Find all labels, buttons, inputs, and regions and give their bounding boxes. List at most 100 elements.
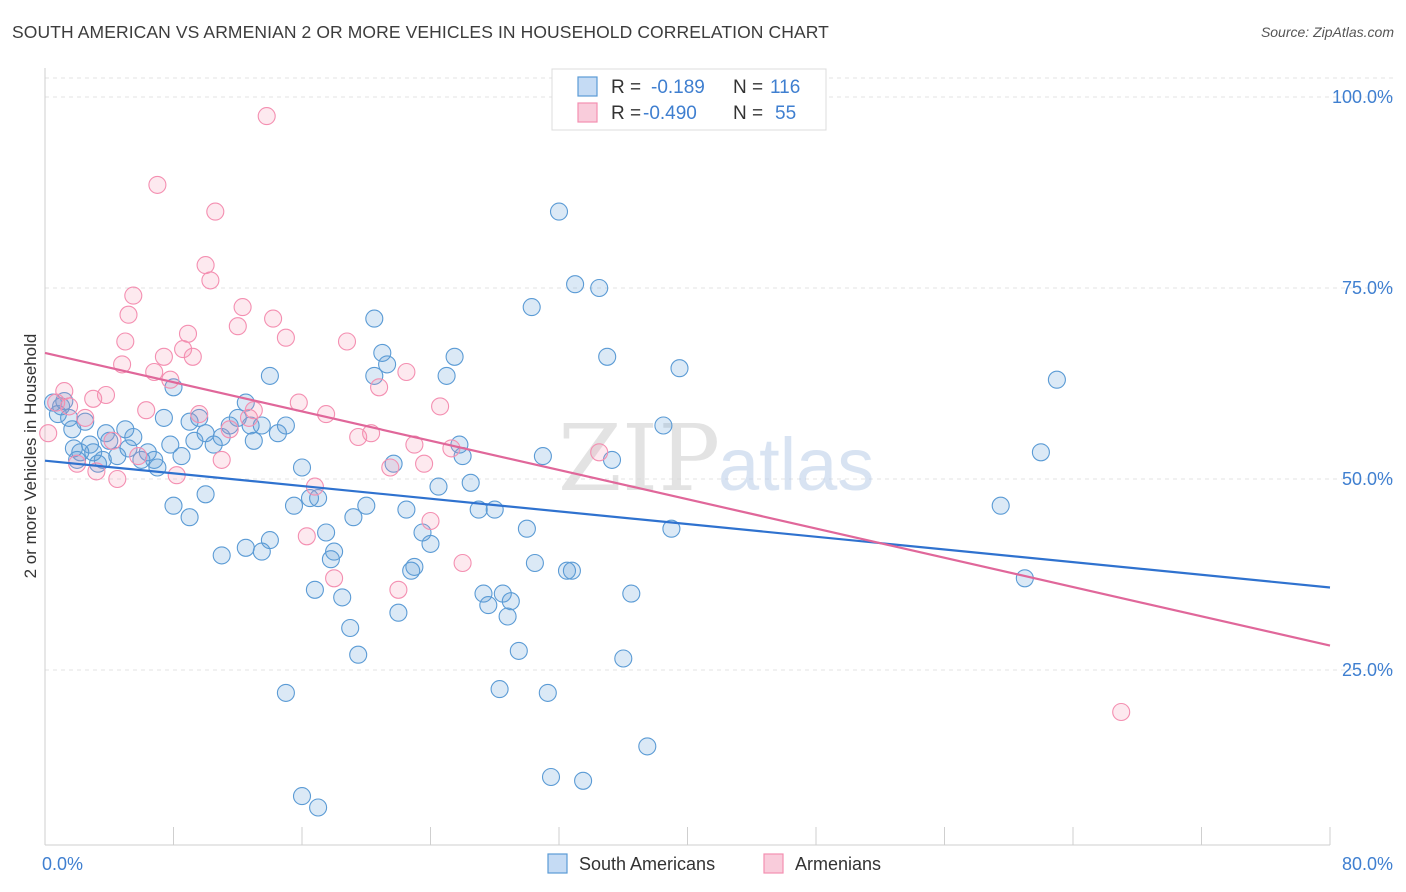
south-american-point-52 — [341, 618, 360, 638]
armenian-point-42 — [325, 569, 344, 588]
legend-n-label-1: N = — [733, 77, 763, 98]
south-american-point-91 — [574, 771, 593, 790]
series-south-americans — [43, 202, 1066, 817]
south-american-point-43 — [284, 496, 304, 515]
south-american-point-76 — [490, 680, 509, 699]
south-american-point-68 — [445, 347, 464, 366]
armenian-point-24 — [183, 347, 202, 366]
south-american-point-93 — [598, 347, 617, 366]
south-american-point-107 — [180, 508, 199, 527]
x-tick-label-1: 80.0% — [1342, 854, 1393, 874]
south-american-point-72 — [469, 500, 488, 519]
south-american-point-19 — [124, 427, 143, 447]
armenian-point-56 — [590, 443, 609, 462]
south-american-point-60 — [389, 603, 408, 622]
legend-n-label-2: N = — [733, 103, 763, 124]
south-american-point-9 — [76, 412, 95, 431]
south-american-point-46 — [305, 580, 324, 599]
legend-swatch-south-americans — [577, 76, 598, 97]
armenian-point-12 — [116, 332, 135, 351]
armenian-point-13 — [119, 305, 138, 324]
south-american-point-108 — [212, 546, 231, 565]
south-american-point-109 — [236, 538, 255, 557]
south-american-point-101 — [991, 496, 1010, 515]
south-american-point-11 — [84, 443, 103, 462]
armenian-point-2 — [55, 382, 74, 401]
south-american-point-114 — [292, 787, 312, 806]
trend-line-south-americans — [44, 459, 1331, 589]
armenian-point-18 — [148, 175, 167, 194]
south-american-point-18 — [119, 439, 138, 458]
armenian-point-37 — [276, 328, 295, 347]
armenian-point-0 — [39, 424, 58, 443]
armenian-point-25 — [190, 405, 209, 424]
bottom-legend-label-armenians: Armenians — [795, 854, 881, 874]
armenian-point-16 — [137, 401, 156, 420]
chart-title: SOUTH AMERICAN VS ARMENIAN 2 OR MORE VEH… — [12, 22, 829, 42]
south-american-point-53 — [344, 508, 363, 527]
south-american-point-13 — [93, 450, 112, 469]
armenian-point-51 — [415, 454, 434, 473]
armenian-point-41 — [317, 405, 336, 424]
south-american-point-44 — [292, 458, 312, 477]
armenian-point-43 — [337, 332, 357, 351]
south-american-point-74 — [479, 596, 498, 615]
armenian-point-54 — [442, 439, 461, 458]
armenian-point-5 — [76, 408, 95, 427]
south-american-point-106 — [164, 496, 183, 515]
south-american-point-105 — [196, 485, 215, 504]
south-american-point-82 — [522, 298, 541, 317]
south-american-point-30 — [190, 408, 209, 427]
y-tick-label-1: 75.0% — [1342, 278, 1393, 298]
south-american-point-47 — [309, 489, 328, 508]
south-american-point-57 — [373, 343, 392, 362]
south-american-point-92 — [590, 278, 609, 298]
legend-r-value-2: -0.490 — [643, 103, 697, 124]
south-american-point-66 — [429, 477, 448, 496]
legend-r-value-1: -0.189 — [651, 77, 705, 98]
legend-n-value-2: 55 — [775, 103, 796, 124]
south-american-point-51 — [333, 588, 352, 607]
south-american-point-55 — [357, 496, 376, 515]
south-american-point-67 — [437, 366, 456, 385]
armenian-point-34 — [244, 401, 263, 420]
armenian-point-27 — [201, 271, 220, 290]
south-american-point-113 — [276, 683, 295, 702]
south-american-point-73 — [474, 584, 493, 603]
legend-n-value-1: 116 — [770, 77, 800, 98]
south-american-point-71 — [461, 473, 480, 492]
south-american-point-79 — [501, 592, 520, 611]
south-american-point-100 — [670, 359, 689, 378]
armenian-point-31 — [228, 317, 247, 336]
south-american-point-112 — [365, 309, 384, 328]
armenian-point-3 — [60, 397, 79, 416]
south-american-point-8 — [71, 443, 90, 462]
south-american-point-50 — [325, 542, 344, 561]
armenian-point-23 — [178, 324, 198, 343]
legend-r-label-1: R = — [611, 77, 641, 98]
south-american-point-63 — [405, 557, 424, 576]
south-american-point-98 — [654, 416, 673, 435]
series-armenians — [39, 107, 1131, 722]
bottom-legend: South Americans Armenians — [547, 853, 881, 874]
south-american-point-84 — [533, 447, 552, 466]
south-american-point-48 — [317, 523, 336, 542]
armenian-point-15 — [129, 447, 148, 466]
south-american-point-95 — [614, 649, 633, 668]
x-tick-label-0: 0.0% — [42, 854, 83, 874]
armenian-point-49 — [397, 362, 416, 382]
armenian-point-36 — [264, 309, 283, 328]
south-american-point-24 — [154, 408, 173, 427]
legend-r-label-2: R = — [611, 103, 641, 124]
south-american-point-56 — [365, 366, 384, 385]
armenian-point-19 — [154, 347, 173, 366]
armenian-point-55 — [453, 553, 472, 573]
south-american-point-80 — [509, 641, 528, 660]
south-american-point-42 — [276, 416, 295, 435]
bottom-legend-label-south-americans: South Americans — [579, 854, 715, 874]
south-american-point-86 — [541, 767, 561, 787]
y-tick-label-2: 50.0% — [1342, 469, 1393, 489]
south-american-point-61 — [397, 500, 416, 519]
south-american-point-104 — [1047, 370, 1066, 389]
